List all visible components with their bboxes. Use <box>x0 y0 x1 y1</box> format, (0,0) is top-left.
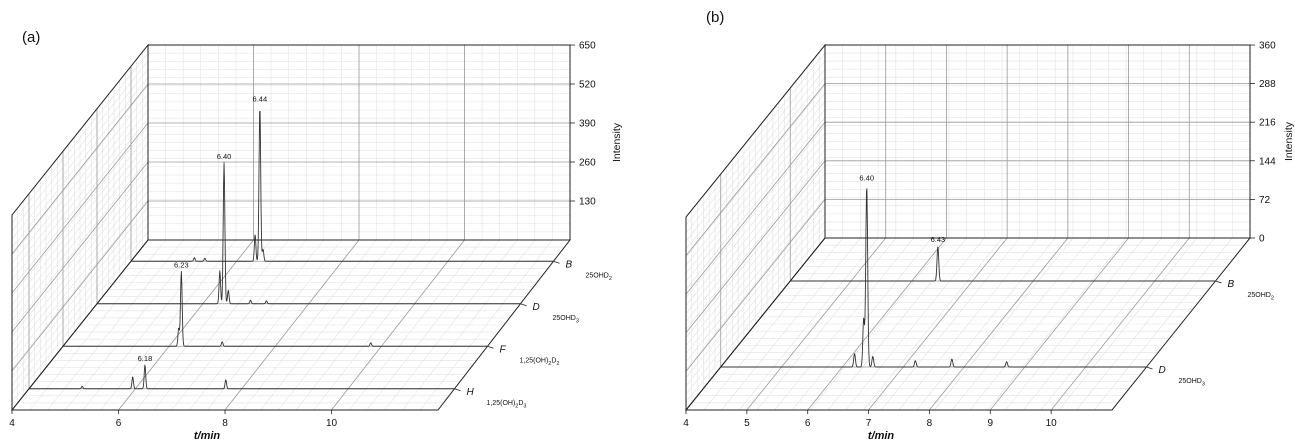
x-tick-label: 8 <box>927 418 933 429</box>
peak-label: 6.40 <box>859 174 874 183</box>
x-tick-label: 6 <box>116 418 122 429</box>
grid-line <box>685 60 826 234</box>
x-tick-label: 8 <box>222 418 228 429</box>
x-tick-label: 9 <box>988 418 994 429</box>
panel-0: 6.44 B 25OHD2 6.40 D 25OHD3 6.23 F 1,25(OH)2D2 6.… <box>9 29 623 442</box>
series-name: 1,25(OH)2D3 <box>487 400 527 410</box>
row-label: B <box>1228 279 1235 290</box>
grid-line <box>685 160 826 334</box>
z-tick-label: 520 <box>579 80 596 91</box>
z-tick-label: 130 <box>579 197 596 208</box>
series-line <box>131 111 554 262</box>
x-axis-title: t/min <box>868 430 895 442</box>
z-tick-label: 390 <box>579 119 596 130</box>
grid-line <box>1058 237 1198 411</box>
grid-line <box>224 239 360 411</box>
series-name: 25OHD3 <box>1179 378 1205 388</box>
row-label: H <box>467 387 475 398</box>
z-axis-title: Intensity <box>611 122 623 162</box>
series-line <box>97 162 521 305</box>
x-tick-label: 5 <box>744 418 750 429</box>
panel-label: (b) <box>706 9 724 26</box>
peak-label: 6.43 <box>931 235 946 244</box>
grid-line <box>11 52 149 224</box>
grid-line <box>807 237 947 411</box>
z-tick-label: 650 <box>579 41 596 52</box>
series-line <box>720 188 1147 368</box>
z-tick-label: 0 <box>1259 234 1265 245</box>
peak-label: 6.23 <box>174 260 189 269</box>
grid-line <box>685 121 826 295</box>
grid-line <box>331 239 465 411</box>
grid-line <box>929 237 1069 411</box>
grid-line <box>11 200 149 372</box>
axis-tick <box>1215 280 1222 284</box>
panel-label: (a) <box>22 29 40 46</box>
series-name: 25OHD2 <box>1248 292 1274 302</box>
row-label: D <box>533 302 540 313</box>
peak-label: 6.44 <box>253 94 268 103</box>
z-tick-label: 216 <box>1259 118 1276 129</box>
grid-line <box>1076 237 1215 411</box>
axis-tick <box>487 345 494 349</box>
grid-line <box>11 69 149 240</box>
grid-line <box>685 68 826 242</box>
grid-line <box>384 239 518 411</box>
grid-line <box>11 61 149 232</box>
peak-label: 6.40 <box>217 152 232 161</box>
floor <box>10 239 572 411</box>
x-tick-label: 6 <box>805 418 811 429</box>
x-tick-label: 7 <box>866 418 872 429</box>
series-name: 25OHD3 <box>553 315 579 325</box>
grid-line <box>685 52 826 226</box>
axis-tick <box>454 388 461 392</box>
grid-line <box>1094 237 1233 411</box>
x-tick-label: 10 <box>1046 418 1058 429</box>
grid-line <box>1050 237 1190 411</box>
panel-1: 6.43 B 25OHD2 6.40 D 25OHD3 4 5 6 7 8 9 10 t/min 0 72 14… <box>683 9 1295 442</box>
grid-line <box>118 239 254 411</box>
series-name: 25OHD2 <box>586 272 612 282</box>
grid-line <box>746 237 887 411</box>
row-label: B <box>566 259 573 270</box>
x-tick-label: 10 <box>326 418 338 429</box>
z-axis-title: Intensity <box>1283 121 1295 161</box>
grid-line <box>868 237 1008 411</box>
z-tick-label: 260 <box>579 158 596 169</box>
x-axis-title: t/min <box>194 430 221 442</box>
grid-line <box>420 239 553 411</box>
x-tick-label: 4 <box>9 418 15 429</box>
x-tick-label: 4 <box>683 418 689 429</box>
grid-line <box>685 199 826 372</box>
peak-label: 6.18 <box>138 354 153 363</box>
axis-tick <box>553 260 560 264</box>
series-line <box>29 364 455 390</box>
z-tick-label: 144 <box>1259 156 1276 167</box>
series-line <box>790 246 1216 282</box>
grid-line <box>402 239 536 411</box>
z-tick-label: 72 <box>1259 195 1271 206</box>
axis-tick <box>520 303 527 307</box>
row-label: D <box>1159 365 1166 376</box>
grid-line <box>11 122 149 294</box>
z-tick-label: 360 <box>1259 41 1276 52</box>
axis-tick <box>1146 366 1153 370</box>
grid-line <box>989 237 1129 411</box>
grid-line <box>685 83 826 256</box>
row-label: F <box>500 344 507 355</box>
series-line <box>63 270 488 347</box>
z-tick-label: 288 <box>1259 79 1276 90</box>
series-name: 1,25(OH)2D2 <box>520 357 560 367</box>
grid-line <box>11 161 149 333</box>
grid-line <box>11 83 149 255</box>
